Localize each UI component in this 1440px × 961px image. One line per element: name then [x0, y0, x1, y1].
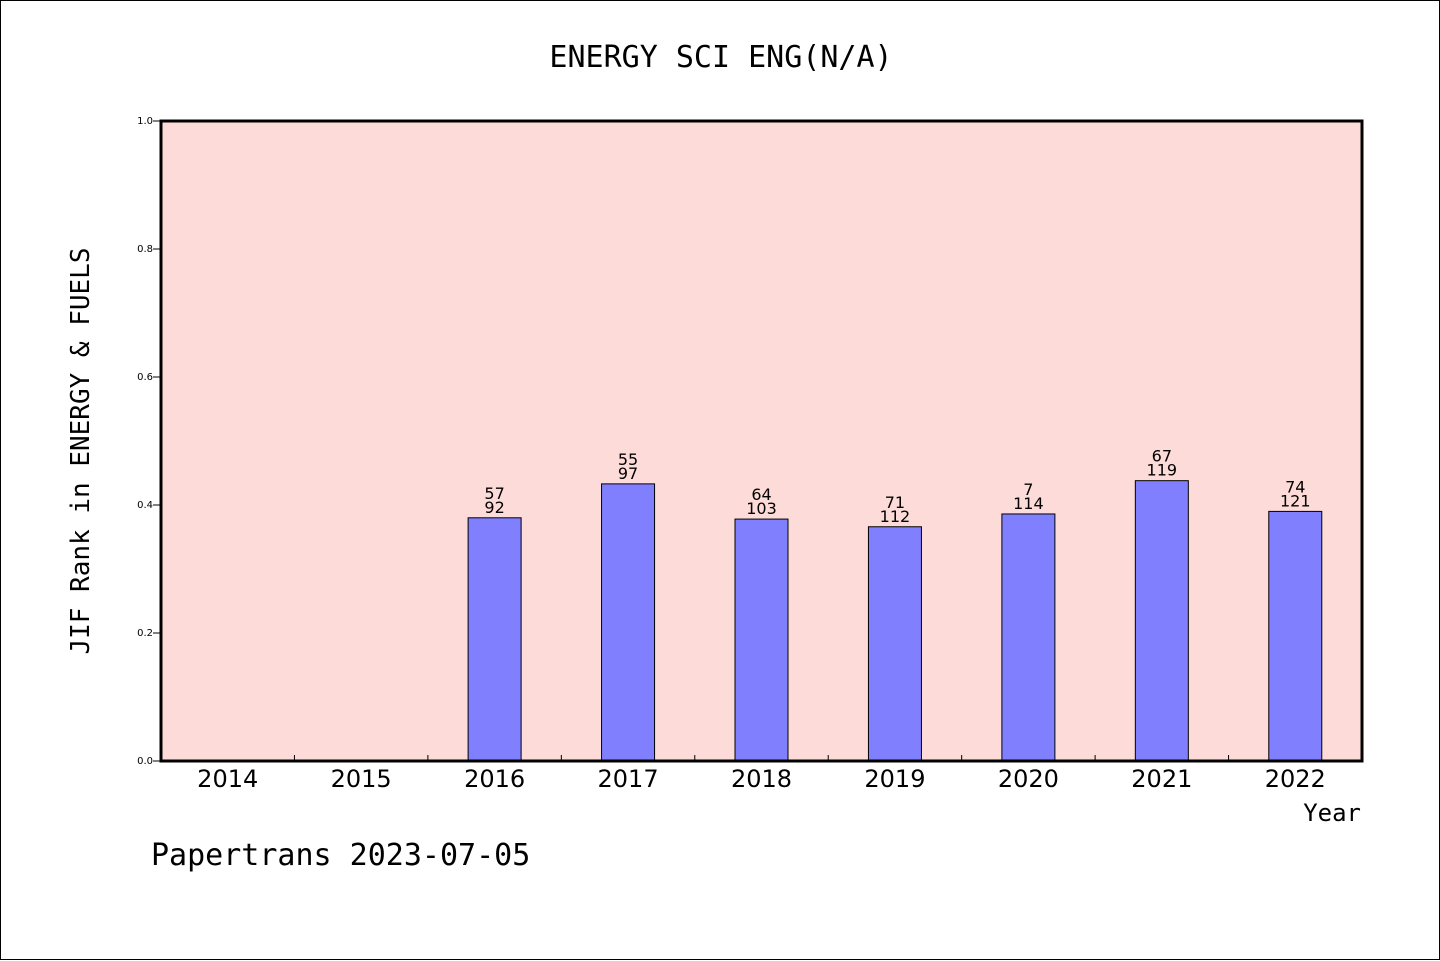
y-tick-label: 1.0 [137, 116, 153, 127]
bar-label-rank: 7 [1023, 480, 1033, 499]
x-tick-label: 2019 [864, 765, 925, 793]
x-tick-label: 2016 [464, 765, 525, 793]
bar-label-rank: 64 [751, 485, 771, 504]
y-tick-label: 0.8 [137, 244, 153, 255]
y-tick-label: 0.6 [137, 372, 153, 383]
footer-watermark: Papertrans 2023-07-05 [151, 838, 530, 873]
bar-label-denominator: 114 [1013, 494, 1044, 513]
bar-label-denominator: 119 [1147, 461, 1178, 480]
bar-2022 [1268, 510, 1323, 762]
x-tick-label: 2015 [331, 765, 392, 793]
x-tick-label: 2022 [1265, 765, 1326, 793]
x-axis-label: Year [1303, 799, 1361, 827]
y-tick-label: 0.0 [137, 756, 153, 767]
y-tick-label: 0.2 [137, 628, 153, 639]
bar-label-denominator: 121 [1280, 491, 1311, 510]
x-tick-label: 2014 [197, 765, 258, 793]
x-tick-label: 2021 [1131, 765, 1192, 793]
bar-label-rank: 74 [1285, 477, 1305, 496]
bar-2021 [1134, 480, 1189, 762]
bar-2018 [734, 518, 789, 762]
plot-border [159, 119, 1364, 763]
y-axis: 0.0 0.2 0.4 0.6 0.8 1.0 [137, 116, 161, 767]
bar-label-rank: 67 [1152, 447, 1172, 466]
bar-label-rank: 57 [484, 484, 504, 503]
y-axis-label: JIF Rank in ENERGY & FUELS [66, 248, 96, 655]
bar-2020 [1001, 513, 1056, 762]
x-tick-label: 2017 [598, 765, 659, 793]
bars-group [467, 480, 1323, 762]
bar-2017 [601, 483, 656, 762]
x-tick-label: 2020 [998, 765, 1059, 793]
bar-2016 [467, 517, 522, 762]
x-tick-label: 2018 [731, 765, 792, 793]
y-tick-label: 0.4 [137, 500, 153, 511]
bar-label-denominator: 112 [880, 507, 911, 526]
chart-title: ENERGY SCI ENG(N/A) [549, 40, 892, 75]
bar-label-rank: 71 [885, 493, 905, 512]
bar-label-rank: 55 [618, 450, 638, 469]
bar-label-denominator: 92 [484, 498, 504, 517]
bar-label-denominator: 103 [746, 499, 777, 518]
x-axis: 2014 2015 2016 2017 2018 2019 2020 2021 2022 [197, 755, 1326, 793]
bar-2019 [867, 526, 922, 762]
bar-label-denominator: 97 [618, 464, 638, 483]
